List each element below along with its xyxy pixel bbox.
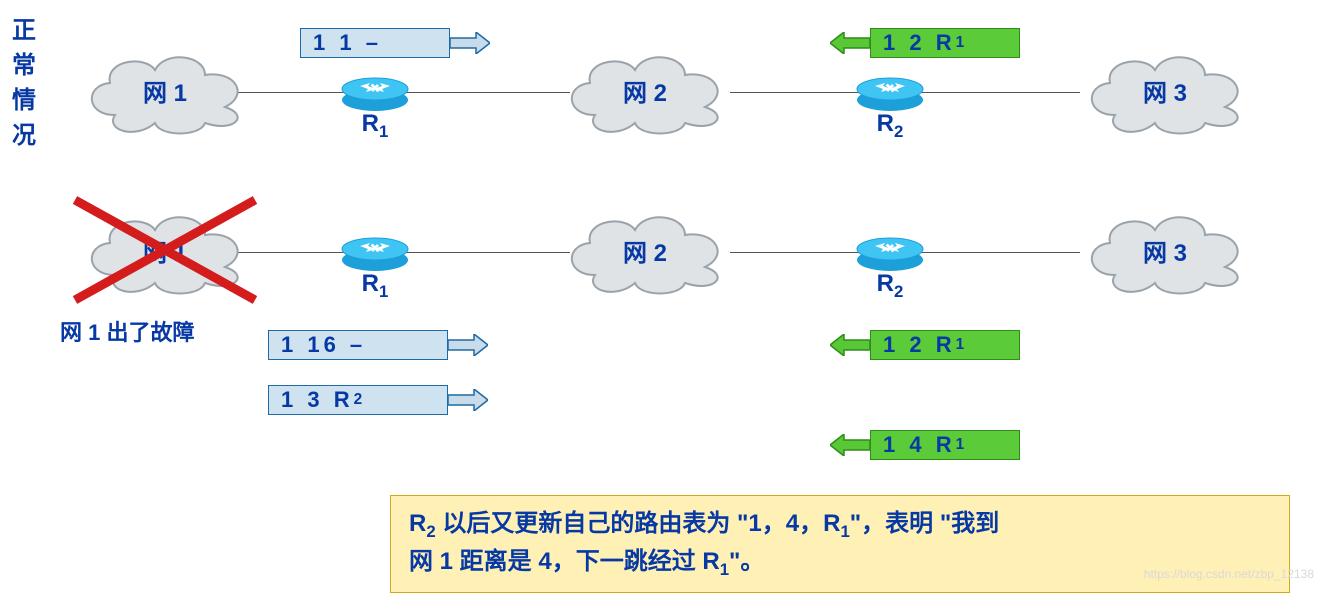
routing-message: 1 2 R1 xyxy=(870,330,1020,360)
network-cloud: 网 1 xyxy=(75,45,255,135)
router-icon: R2 xyxy=(855,76,925,112)
note-text: R2 以后又更新自己的路由表为 "1，4，R1"，表明 "我到 xyxy=(409,510,999,537)
arrow-left-icon xyxy=(830,334,870,356)
routing-message: 1 1 – xyxy=(300,28,450,58)
network-cloud: 网 1 xyxy=(75,205,255,295)
side-label-char: 况 xyxy=(12,115,36,150)
arrow-right-icon xyxy=(450,32,490,54)
network-label: 网 2 xyxy=(623,73,667,108)
arrow-left-icon xyxy=(830,32,870,54)
router-icon: R2 xyxy=(855,236,925,272)
watermark: https://blog.csdn.net/zbp_12138 xyxy=(1144,567,1314,581)
router-icon: R1 xyxy=(340,76,410,112)
side-label-char: 正 xyxy=(12,10,36,45)
network-label: 网 3 xyxy=(1143,73,1187,108)
routing-message: 1 2 R1 xyxy=(870,28,1020,58)
arrow-right-icon xyxy=(448,389,488,411)
router-icon: R1 xyxy=(340,236,410,272)
router-label: R2 xyxy=(877,110,904,142)
note-text: 网 1 距离是 4，下一跳经过 R1"。 xyxy=(409,548,764,575)
fault-caption: 网 1 出了故障 xyxy=(60,315,194,347)
network-label: 网 3 xyxy=(1143,233,1187,268)
network-link xyxy=(920,252,1080,253)
side-label: 正 常 情 况 xyxy=(12,10,36,150)
routing-message: 1 4 R1 xyxy=(870,430,1020,460)
network-label: 网 1 xyxy=(143,73,187,108)
network-label: 网 2 xyxy=(623,233,667,268)
network-link xyxy=(405,252,560,253)
network-cloud: 网 2 xyxy=(555,205,735,295)
router-label: R1 xyxy=(362,270,389,302)
arrow-left-icon xyxy=(830,434,870,456)
side-label-char: 常 xyxy=(12,45,36,80)
network-cloud: 网 3 xyxy=(1075,205,1255,295)
routing-message: 1 16 – xyxy=(268,330,448,360)
router-label: R2 xyxy=(877,270,904,302)
network-link xyxy=(920,92,1080,93)
network-link xyxy=(405,92,560,93)
network-cloud: 网 2 xyxy=(555,45,735,135)
arrow-right-icon xyxy=(448,334,488,356)
router-label: R1 xyxy=(362,110,389,142)
network-label: 网 1 xyxy=(143,233,187,268)
network-cloud: 网 3 xyxy=(1075,45,1255,135)
side-label-char: 情 xyxy=(12,80,36,115)
routing-message: 1 3 R2 xyxy=(268,385,448,415)
